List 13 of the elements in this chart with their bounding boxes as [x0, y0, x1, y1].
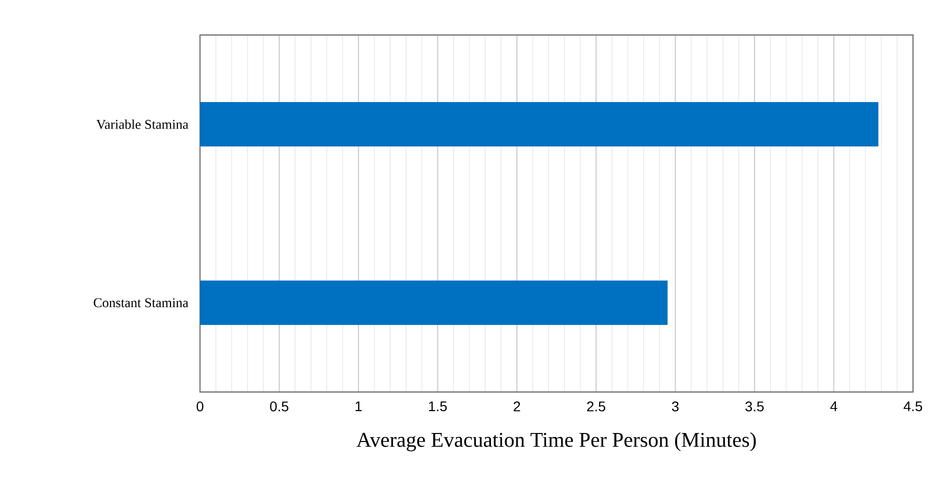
x-tick-label: 4.5	[904, 402, 922, 412]
x-tick-label: 2.5	[587, 402, 606, 412]
x-tick-label: 3.5	[745, 402, 764, 412]
x-tick-label: 0.5	[270, 402, 288, 412]
x-axis-title: Average Evacuation Time Per Person (Minutes)	[356, 432, 756, 452]
x-tick-label: 0	[196, 402, 204, 412]
x-tick-label: 2	[514, 402, 520, 412]
x-tick-label: 1.5	[429, 402, 447, 412]
x-tick-label: 4	[830, 402, 838, 412]
x-tick-label: 3	[672, 402, 679, 412]
y-tick-label: Variable Stamina	[96, 119, 188, 130]
x-tick-label: 1	[356, 402, 362, 412]
y-tick-label: Constant Stamina	[94, 298, 188, 308]
